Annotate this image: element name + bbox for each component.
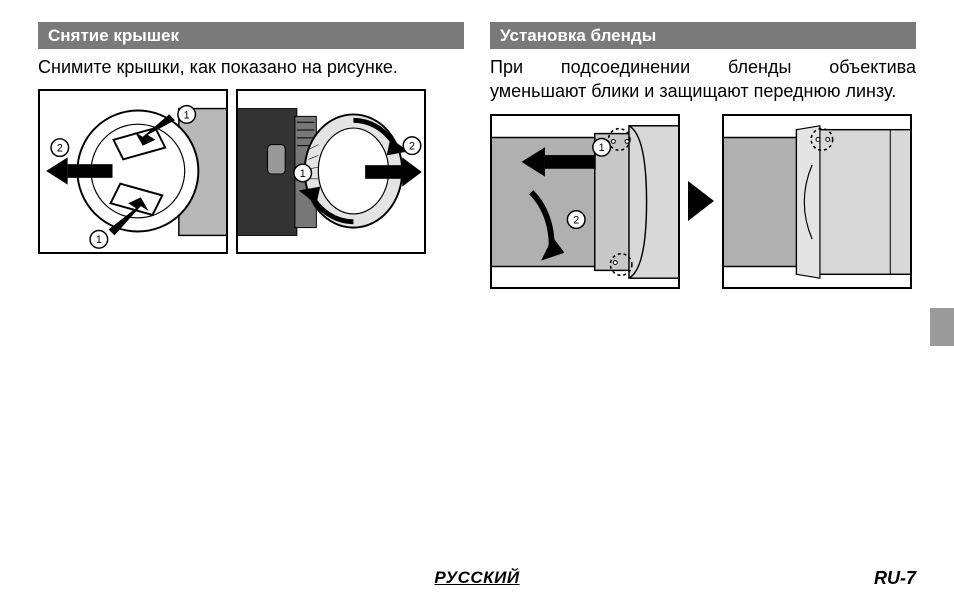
- footer-lang: РУССКИЙ: [434, 568, 519, 588]
- figure-row-hood: 1 2: [490, 114, 916, 289]
- footer-page: RU-7: [874, 568, 916, 589]
- panel-front-cap: 1 1 2: [38, 89, 228, 254]
- text-remove-caps: Снимите крышки, как показано на ри­сунке…: [38, 55, 464, 79]
- svg-text:1: 1: [300, 168, 306, 180]
- panel-hood-locked: [722, 114, 912, 289]
- panel-hood-align: 1 2: [490, 114, 680, 289]
- svg-text:2: 2: [409, 141, 415, 153]
- footer: РУССКИЙ RU-7: [0, 568, 954, 588]
- arrow-between-icon: [688, 181, 714, 221]
- edge-tab: [930, 308, 954, 346]
- figure-row-caps: 1 1 2: [38, 89, 464, 254]
- panel-rear-cap: 1 2: [236, 89, 426, 254]
- svg-text:2: 2: [57, 143, 63, 155]
- text-attach-hood: При подсоединении бленды объектива умень…: [490, 55, 916, 104]
- heading-remove-caps: Снятие крышек: [38, 22, 464, 49]
- svg-text:1: 1: [96, 235, 102, 247]
- svg-text:2: 2: [573, 214, 579, 226]
- svg-text:1: 1: [184, 110, 190, 122]
- heading-attach-hood: Установка бленды: [490, 22, 916, 49]
- svg-text:1: 1: [599, 142, 605, 154]
- left-column: Снятие крышек Снимите крышки, как показа…: [38, 22, 464, 289]
- right-column: Установка бленды При подсоединении бленд…: [490, 22, 916, 289]
